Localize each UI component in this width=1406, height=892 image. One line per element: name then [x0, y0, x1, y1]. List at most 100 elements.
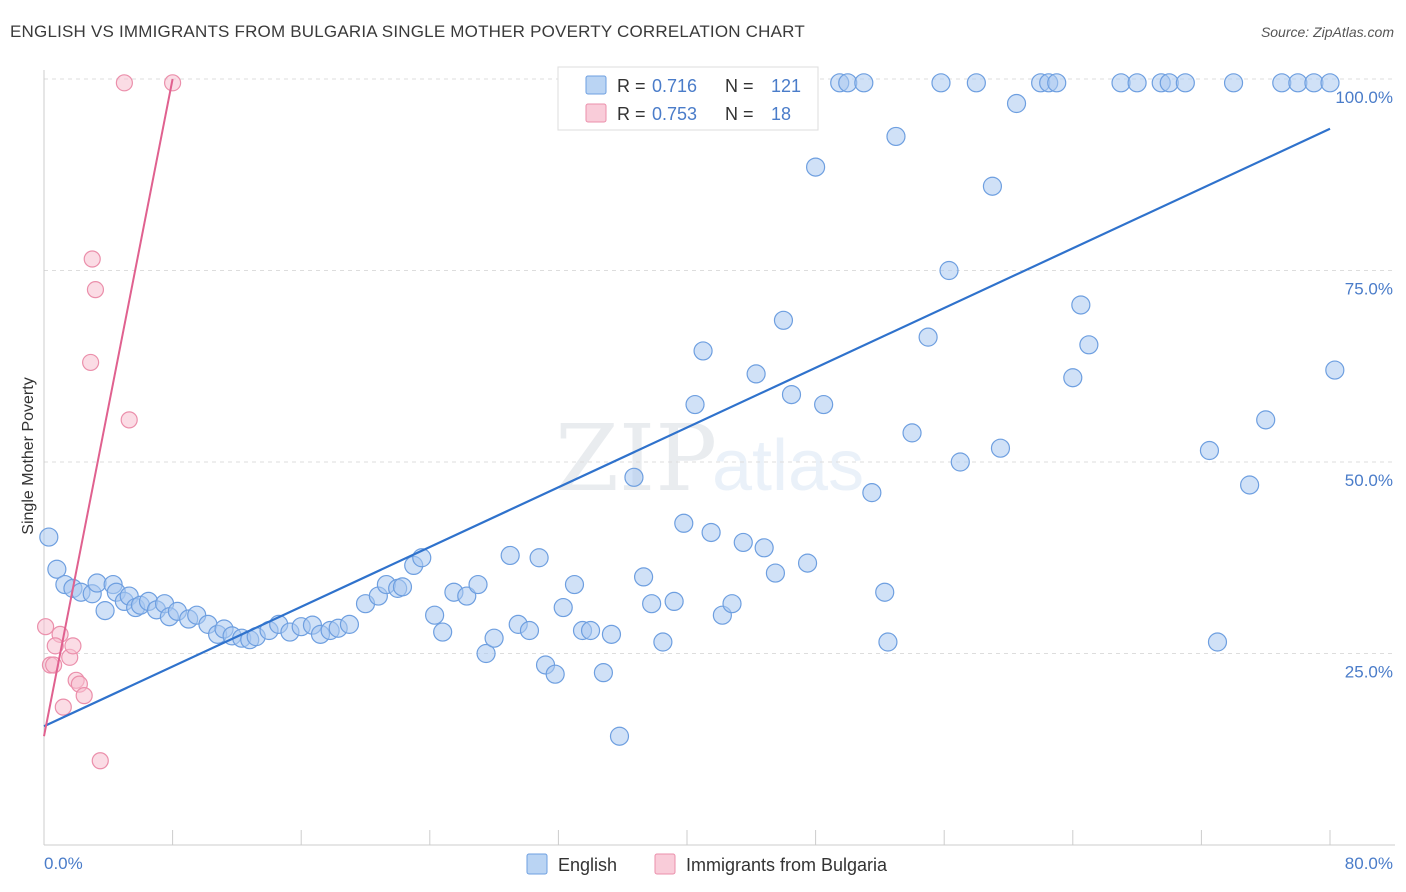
- data-point: [653, 632, 673, 652]
- data-point: [609, 726, 630, 746]
- data-point: [593, 663, 614, 683]
- data-point: [1071, 295, 1091, 315]
- data-point: [425, 605, 445, 625]
- data-point: [939, 260, 959, 281]
- x-tick-label-max: 80.0%: [1345, 854, 1393, 873]
- data-point: [685, 394, 705, 415]
- bulgaria-legend-swatch: [585, 103, 607, 123]
- english-trendline: [43, 127, 1331, 728]
- english-legend-swatch: [585, 75, 607, 95]
- data-point: [86, 281, 105, 299]
- data-point: [1175, 73, 1195, 93]
- bulgaria-series-label: Immigrants from Bulgaria: [686, 855, 888, 875]
- data-point: [468, 574, 488, 595]
- watermark-atlas: atlas: [712, 426, 864, 506]
- y-axis-label: Single Mother Poverty: [20, 377, 37, 534]
- english-series: [39, 73, 1345, 746]
- data-point: [95, 601, 115, 621]
- data-point: [1320, 73, 1340, 93]
- data-point: [37, 618, 55, 636]
- data-point: [1111, 73, 1131, 93]
- data-point: [624, 467, 644, 487]
- data-point: [664, 591, 684, 612]
- data-point: [693, 341, 713, 361]
- data-point: [797, 553, 818, 573]
- data-point: [642, 594, 662, 614]
- y-tick-label: 25.0%: [1345, 663, 1393, 682]
- axes: [43, 70, 1395, 846]
- data-point: [862, 483, 882, 503]
- series-legend: English Immigrants from Bulgaria: [526, 853, 888, 875]
- data-point: [1207, 632, 1228, 652]
- data-point: [918, 327, 938, 347]
- data-point: [47, 559, 67, 579]
- english-r-value: 0.716: [652, 76, 697, 96]
- data-point: [476, 643, 496, 664]
- grid-lines: [44, 78, 1395, 654]
- english-n-value: 121: [771, 76, 801, 96]
- watermark-zip: ZIP: [555, 405, 717, 512]
- data-point: [931, 73, 951, 93]
- data-point: [484, 628, 504, 648]
- data-point: [91, 752, 109, 770]
- data-point: [982, 176, 1003, 196]
- data-point: [781, 384, 802, 405]
- english-n-label: N =: [725, 76, 754, 96]
- data-point: [120, 411, 138, 429]
- x-tick-label-min: 0.0%: [44, 854, 83, 873]
- data-point: [733, 532, 753, 553]
- data-point: [878, 632, 898, 652]
- data-point: [1047, 73, 1067, 93]
- data-point: [553, 597, 573, 618]
- data-point: [765, 563, 786, 583]
- data-point: [1325, 360, 1345, 380]
- y-tick-label: 75.0%: [1345, 280, 1393, 299]
- bulgaria-trendline: [43, 78, 174, 737]
- data-point: [82, 353, 100, 372]
- data-point: [854, 73, 874, 93]
- english-series-label: English: [558, 855, 617, 875]
- watermark: ZIP atlas: [555, 405, 864, 512]
- data-point: [46, 637, 64, 655]
- data-point: [746, 364, 766, 384]
- data-point: [754, 538, 774, 558]
- data-point: [580, 620, 601, 641]
- data-point: [674, 513, 694, 533]
- y-tick-label: 50.0%: [1345, 471, 1393, 490]
- data-point: [1272, 73, 1292, 93]
- data-point: [545, 664, 565, 684]
- bulgaria-n-value: 18: [771, 104, 791, 124]
- data-point: [601, 624, 622, 644]
- chart-title: ENGLISH VS IMMIGRANTS FROM BULGARIA SING…: [10, 22, 805, 41]
- data-point: [1006, 93, 1027, 114]
- data-point: [633, 567, 654, 587]
- bulgaria-series-swatch: [654, 853, 676, 875]
- data-point: [87, 573, 107, 593]
- data-point: [39, 527, 59, 547]
- data-point: [701, 522, 721, 543]
- data-point: [990, 438, 1011, 458]
- data-point: [64, 637, 82, 655]
- data-point: [339, 614, 360, 634]
- data-point: [773, 310, 794, 330]
- bulgaria-series: [37, 74, 182, 770]
- data-point: [1079, 335, 1099, 355]
- data-point: [1127, 73, 1147, 93]
- data-point: [1063, 368, 1083, 388]
- data-point: [1159, 73, 1179, 93]
- data-point: [886, 126, 906, 147]
- stats-legend: R = 0.716 N = 121 R = 0.753 N = 18: [557, 66, 819, 131]
- data-point: [1223, 73, 1244, 93]
- data-point: [1240, 475, 1260, 495]
- data-point: [500, 545, 520, 566]
- data-point: [433, 622, 453, 642]
- data-point: [1199, 440, 1220, 461]
- bulgaria-r-value: 0.753: [652, 104, 697, 124]
- english-r-label: R =: [617, 76, 646, 96]
- data-point: [75, 687, 93, 705]
- data-point: [1304, 73, 1324, 93]
- source-credit: Source: ZipAtlas.com: [1260, 24, 1394, 40]
- data-point: [529, 548, 549, 568]
- data-point: [838, 73, 858, 93]
